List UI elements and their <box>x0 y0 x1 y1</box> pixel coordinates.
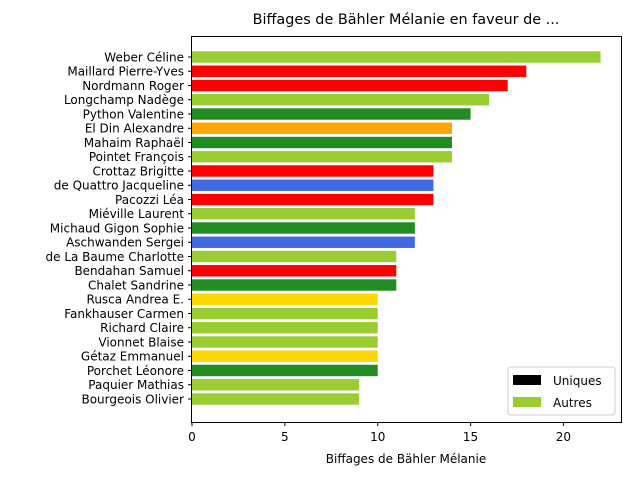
legend-swatch <box>513 375 541 385</box>
category-label: Vionnet Blaise <box>98 335 184 349</box>
legend-label: Autres <box>553 396 592 410</box>
category-label: Nordmann Roger <box>82 79 184 93</box>
category-label: Python Valentine <box>83 107 184 121</box>
bar <box>192 293 378 305</box>
category-label: Pacozzi Léa <box>115 193 184 207</box>
bar <box>192 265 397 277</box>
bar <box>192 65 527 77</box>
x-axis-ticks: 0 5 10 15 20 <box>188 422 571 444</box>
bar <box>192 379 360 391</box>
x-tick-label: 10 <box>370 430 385 444</box>
bar <box>192 193 434 206</box>
category-label: Michaud Gigon Sophie <box>50 221 184 235</box>
bar <box>192 236 415 248</box>
category-label: Bendahan Samuel <box>74 264 184 278</box>
legend-label: Uniques <box>553 374 602 388</box>
category-label: Aschwanden Sergei <box>66 236 184 250</box>
category-label: Bourgeois Olivier <box>81 392 184 406</box>
x-tick-label: 0 <box>188 430 196 444</box>
bar <box>192 307 378 320</box>
bar <box>192 151 452 163</box>
bar <box>192 136 452 149</box>
bar <box>192 250 397 263</box>
chart-title: Biffages de Bähler Mélanie en faveur de … <box>253 12 560 28</box>
category-label: Gétaz Emmanuel <box>81 350 184 364</box>
bars-group <box>192 51 601 405</box>
x-tick-label: 15 <box>463 430 478 444</box>
category-label: Miéville Laurent <box>89 207 185 221</box>
category-label: Chalet Sandrine <box>88 278 184 292</box>
legend-swatch <box>513 397 541 407</box>
category-label: Weber Céline <box>104 50 184 64</box>
bar <box>192 51 601 63</box>
bar <box>192 208 415 220</box>
legend: Uniques Autres <box>507 366 616 416</box>
category-label: Pointet François <box>89 150 184 164</box>
category-label: Longchamp Nadège <box>64 93 184 107</box>
bar <box>192 336 378 348</box>
bar <box>192 350 378 362</box>
x-tick-label: 5 <box>281 430 289 444</box>
bar <box>192 79 508 92</box>
category-label: Paquier Mathias <box>88 378 184 392</box>
bar <box>192 122 452 134</box>
category-label: Maillard Pierre-Yves <box>67 65 184 79</box>
bar <box>192 94 490 106</box>
x-tick-label: 20 <box>556 430 571 444</box>
bar <box>192 179 434 191</box>
bar <box>192 364 378 377</box>
category-label: Crottaz Brigitte <box>92 164 184 178</box>
category-label: El Din Alexandre <box>85 122 184 136</box>
category-label: de Quattro Jacqueline <box>54 179 184 193</box>
category-label: de La Baume Charlotte <box>46 250 185 264</box>
x-axis-label: Biffages de Bähler Mélanie <box>326 452 486 466</box>
bar <box>192 279 397 291</box>
bar <box>192 108 471 120</box>
axes-frame <box>191 36 622 423</box>
category-label: Mahaim Raphaël <box>84 136 184 150</box>
category-label: Fankhauser Carmen <box>64 307 184 321</box>
category-label: Porchet Léonore <box>87 364 184 378</box>
bar <box>192 322 378 334</box>
bar <box>192 393 360 405</box>
bar <box>192 222 415 234</box>
category-label: Rusca Andrea E. <box>87 293 184 307</box>
category-label: Richard Claire <box>100 321 184 335</box>
bar <box>192 165 434 177</box>
